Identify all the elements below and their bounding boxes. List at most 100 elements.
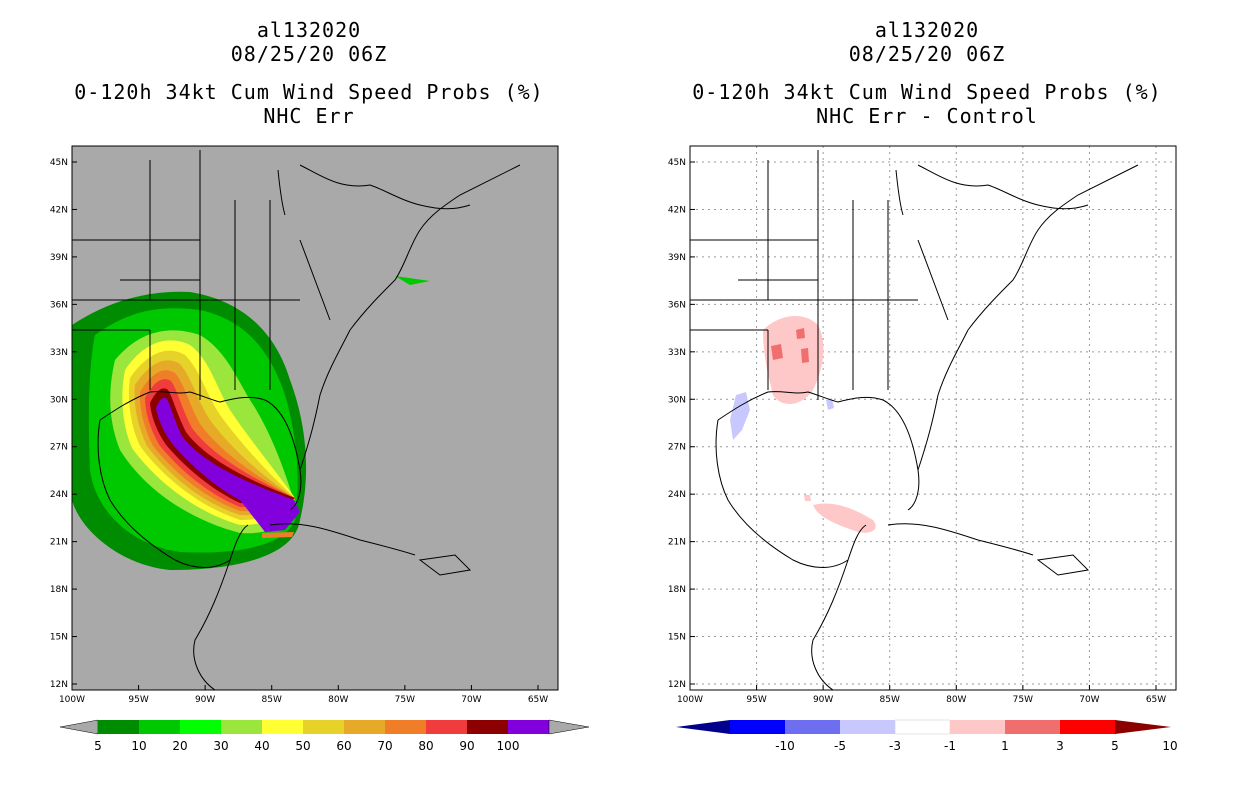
- left-mexico-coast: [97, 419, 249, 568]
- lat-label: 21N: [50, 538, 68, 548]
- lat-label: 21N: [668, 538, 686, 548]
- left-storm-id: al132020: [256, 18, 362, 42]
- lon-label: 75W: [395, 695, 415, 705]
- cbar-label: 1: [1001, 739, 1009, 753]
- lat-label: 36N: [668, 300, 686, 310]
- lat-label: 39N: [50, 253, 68, 263]
- left-yucatan: [193, 559, 231, 690]
- lon-label: 100W: [59, 695, 85, 705]
- swath-70-tip: [262, 532, 294, 538]
- lat-label: 18N: [50, 585, 68, 595]
- right-great-lakes: [917, 164, 1089, 210]
- right-map-panel: al132020 08/25/20 06Z 0-120h 34kt Cum Wi…: [618, 0, 1236, 800]
- diff-neg-ms: [826, 398, 834, 410]
- lat-label: 24N: [50, 490, 68, 500]
- cbar-swatch: [221, 720, 262, 734]
- cbar-swatch: [1060, 720, 1115, 734]
- lat-label: 45N: [50, 158, 68, 168]
- right-datetime: 08/25/20 06Z: [848, 42, 1006, 66]
- cbar-swatch: [139, 720, 180, 734]
- lon-label: 75W: [1013, 695, 1033, 705]
- swath-100: [156, 397, 294, 503]
- left-lon-labels: 100W 95W 90W 85W 80W 75W 70W 65W: [59, 685, 548, 705]
- right-florida: [917, 329, 969, 471]
- lon-label: 65W: [528, 695, 548, 705]
- left-titles: al132020 08/25/20 06Z 0-120h 34kt Cum Wi…: [0, 18, 618, 128]
- right-lat-labels: 45N 42N 39N 36N 33N 30N 27N 24N 21N 18N 15N 12N: [668, 158, 695, 690]
- lon-label: 95W: [746, 695, 766, 705]
- cbar-label: 70: [377, 739, 392, 753]
- right-east-coast: [967, 164, 1139, 331]
- cbar-swatch: [950, 720, 1005, 734]
- cbar-swatch: [426, 720, 467, 734]
- cbar-swatch: [262, 720, 303, 734]
- diff-pos3-louisiana: [771, 344, 783, 360]
- cbar-under-arrow: [59, 719, 99, 735]
- lat-label: 33N: [50, 348, 68, 358]
- left-probability-swath: [72, 276, 430, 570]
- cbar-swatch: [467, 720, 508, 734]
- cbar-label: 40: [254, 739, 269, 753]
- cbar-label: -3: [889, 739, 901, 753]
- cbar-label: 3: [1056, 739, 1064, 753]
- cbar-label: 100: [497, 739, 520, 753]
- right-state-lines: [690, 150, 949, 400]
- lon-label: 100W: [677, 695, 703, 705]
- diff-pos-gulf: [804, 495, 811, 501]
- right-colorbar: -10 -5 -3 -1 1 3 5 10: [676, 719, 1178, 753]
- lat-label: 27N: [668, 443, 686, 453]
- left-cuba: [269, 523, 416, 556]
- lat-label: 39N: [668, 253, 686, 263]
- lat-label: 42N: [50, 205, 68, 215]
- lon-label: 80W: [328, 695, 348, 705]
- lon-label: 90W: [813, 695, 833, 705]
- cbar-swatch: [840, 720, 895, 734]
- left-hispaniola: [418, 554, 472, 576]
- cbar-swatch: [785, 720, 840, 734]
- cbar-swatch: [385, 720, 426, 734]
- lon-label: 70W: [461, 695, 481, 705]
- cbar-swatch: [1005, 720, 1060, 734]
- cbar-over-arrow: [548, 719, 590, 735]
- lat-label: 27N: [50, 443, 68, 453]
- cbar-swatch: [303, 720, 344, 734]
- lat-label: 36N: [50, 300, 68, 310]
- cbar-swatch: [344, 720, 385, 734]
- lat-label: 12N: [668, 680, 686, 690]
- cbar-label: 10: [131, 739, 146, 753]
- right-cuba: [887, 523, 1034, 556]
- lon-label: 85W: [262, 695, 282, 705]
- lon-label: 80W: [946, 695, 966, 705]
- right-hispaniola: [1036, 554, 1090, 576]
- lon-label: 65W: [1146, 695, 1166, 705]
- cbar-label: 60: [336, 739, 351, 753]
- lat-label: 33N: [668, 348, 686, 358]
- left-coastlines: [72, 150, 521, 690]
- lon-label: 70W: [1079, 695, 1099, 705]
- cbar-label: -10: [775, 739, 795, 753]
- right-mexico-coast: [715, 419, 867, 568]
- left-subtitle: NHC Err: [263, 104, 355, 128]
- left-map-svg: 45N 42N 39N 36N 33N 30N 27N 24N 21N 18N 15N 12N 100…: [50, 145, 590, 753]
- right-coastlines: [690, 150, 1139, 690]
- cbar-label: -5: [834, 739, 846, 753]
- right-gridlines: [690, 146, 1176, 690]
- cbar-under-arrow: [676, 720, 730, 734]
- cbar-label: 10: [1162, 739, 1177, 753]
- lon-label: 90W: [195, 695, 215, 705]
- left-lake-michigan: [277, 169, 286, 216]
- diff-neg-texas: [730, 392, 750, 440]
- lat-label: 18N: [668, 585, 686, 595]
- left-map-panel: al132020 08/25/20 06Z 0-120h 34kt Cum Wi…: [0, 18, 618, 753]
- lat-label: 15N: [668, 633, 686, 643]
- left-title: 0-120h 34kt Cum Wind Speed Probs (%): [74, 80, 544, 104]
- cbar-label: 30: [213, 739, 228, 753]
- left-map-frame: [71, 145, 559, 691]
- right-yucatan: [811, 559, 849, 690]
- cbar-label: -1: [944, 739, 956, 753]
- right-lon-labels: 100W 95W 90W 85W 80W 75W 70W 65W: [677, 685, 1166, 705]
- diff-pos3-ms: [801, 348, 809, 363]
- cbar-swatch: [180, 720, 221, 734]
- diff-pos-carib: [813, 503, 876, 533]
- lat-label: 45N: [668, 158, 686, 168]
